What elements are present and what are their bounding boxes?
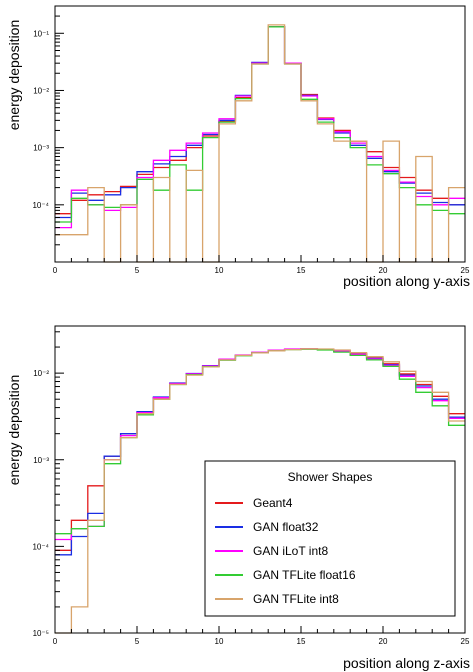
series-line-gan-ilot-int8 — [55, 26, 465, 229]
legend: Shower Shapes Geant4 GAN float32 GAN iLoT i… — [204, 460, 456, 617]
legend-entry-gan-ilot-int8: GAN iLoT int8 — [253, 544, 328, 558]
legend-box — [204, 460, 456, 617]
x-axis-label: position along z-axis — [343, 655, 470, 671]
x-tick-label: 10 — [215, 637, 224, 646]
y-axis-label: energy deposition — [6, 20, 22, 131]
legend-title: Shower Shapes — [288, 470, 373, 484]
x-axis-label: position along y-axis — [343, 273, 470, 289]
x-tick-label: 25 — [461, 266, 470, 275]
y-tick-label: 10⁻¹ — [33, 29, 49, 38]
x-tick-label: 10 — [215, 266, 224, 275]
legend-entry-gan-tflite-float16: GAN TFLite float16 — [253, 568, 356, 582]
legend-entry-gan-float32: GAN float32 — [253, 520, 319, 534]
series-line-gan-tflite-int8 — [55, 24, 465, 263]
series-line-geant4 — [55, 26, 465, 215]
x-tick-label: 5 — [135, 266, 140, 275]
series-line-gan-float32 — [55, 26, 465, 219]
x-tick-label: 5 — [135, 637, 140, 646]
plot-frame — [54, 325, 466, 634]
x-tick-label: 25 — [461, 637, 470, 646]
y-axis-label: energy deposition — [6, 375, 22, 486]
y-tick-label: 10⁻² — [33, 86, 49, 95]
series-line-gan-tflite-int8 — [55, 348, 465, 634]
y-tick-label: 10⁻³ — [33, 144, 49, 153]
x-tick-label: 0 — [53, 266, 58, 275]
x-tick-label: 20 — [379, 266, 388, 275]
y-tick-label: 10⁻² — [33, 369, 49, 378]
y-tick-label: 10⁻⁵ — [33, 629, 49, 638]
x-tick-label: 20 — [379, 637, 388, 646]
legend-entry-geant4: Geant4 — [253, 496, 293, 510]
y-tick-label: 10⁻³ — [33, 456, 49, 465]
x-tick-label: 15 — [297, 266, 306, 275]
chart-panel-2: 0 5 10 15 20 25 10⁻² 10⁻³ 10⁻⁴ 10⁻⁵ position along… — [6, 325, 470, 671]
plot-frame — [54, 5, 466, 263]
x-tick-label: 0 — [53, 637, 58, 646]
x-tick-label: 15 — [297, 637, 306, 646]
chart-panel-1: 0 5 10 15 20 25 10⁻¹ 10⁻² 10⁻³ 10⁻⁴ position along… — [6, 5, 470, 289]
y-tick-label: 10⁻⁴ — [32, 201, 49, 210]
legend-entry-gan-tflite-int8: GAN TFLite int8 — [253, 592, 339, 606]
series-line-gan-tflite-float16 — [55, 26, 465, 223]
y-tick-label: 10⁻⁴ — [32, 542, 49, 551]
